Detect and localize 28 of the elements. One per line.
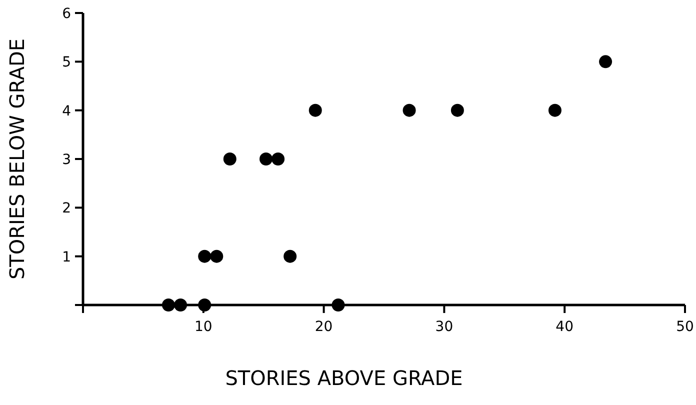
x-tick-label: 40 bbox=[556, 319, 574, 335]
point bbox=[260, 152, 273, 166]
x-axis-title: STORIES ABOVE GRADE bbox=[225, 366, 463, 390]
point bbox=[272, 152, 285, 166]
point bbox=[198, 298, 212, 312]
point bbox=[450, 104, 464, 117]
point bbox=[308, 104, 322, 117]
point bbox=[174, 298, 188, 312]
y-tick-label: 3 bbox=[62, 152, 71, 168]
point bbox=[402, 104, 416, 117]
point bbox=[599, 55, 612, 68]
y-tick-label: 5 bbox=[62, 54, 71, 71]
x-tick-label: 10 bbox=[194, 319, 212, 335]
point bbox=[162, 298, 175, 312]
y-tick-label: 2 bbox=[62, 200, 71, 217]
x-tick-label: 50 bbox=[676, 319, 694, 335]
point bbox=[332, 298, 345, 312]
y-tick-label: 4 bbox=[62, 103, 72, 120]
point bbox=[548, 104, 562, 117]
point bbox=[210, 250, 224, 263]
x-tick-label: 30 bbox=[435, 319, 454, 335]
y-tick-label: 6 bbox=[62, 6, 72, 22]
point bbox=[284, 250, 297, 263]
y-tick-label: 1 bbox=[62, 249, 71, 266]
y-axis-title: STORIES BELOW GRADE bbox=[5, 38, 29, 280]
point bbox=[223, 152, 236, 166]
point bbox=[198, 250, 212, 263]
x-tick-label: 20 bbox=[314, 319, 333, 335]
